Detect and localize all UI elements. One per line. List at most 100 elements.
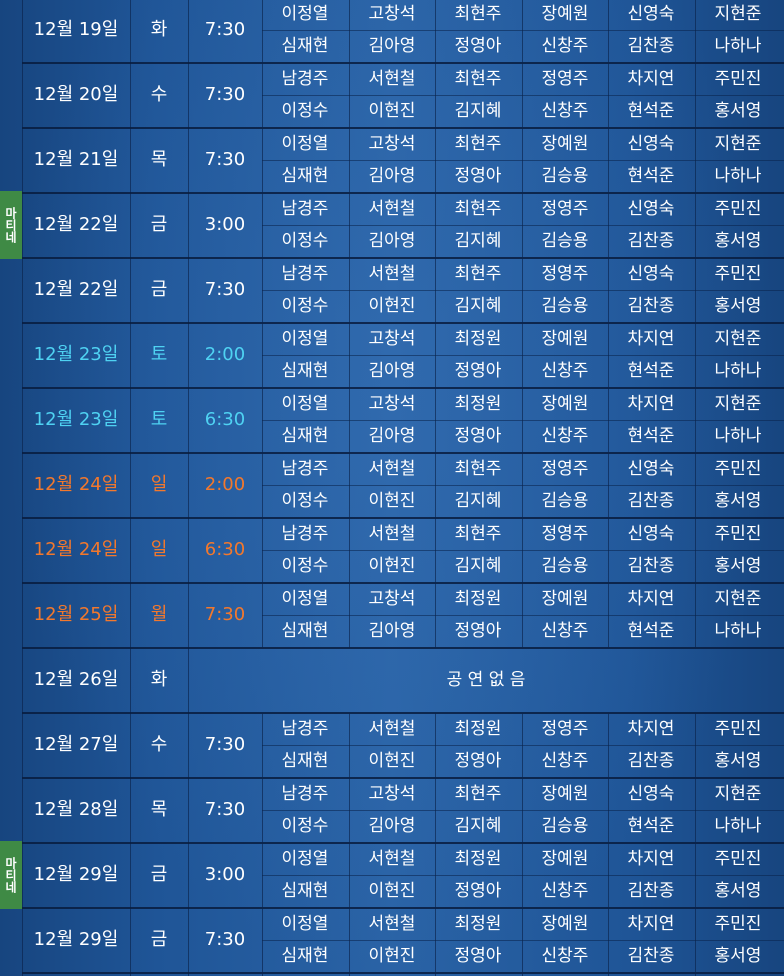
cast-name: 서현철: [368, 459, 416, 479]
cast-name: 서현철: [368, 524, 416, 544]
cast-column-divider: [262, 713, 263, 976]
performance-time: 7:30: [204, 149, 246, 170]
cast-name: 남경주: [281, 524, 329, 544]
matinee-badge: 마티네: [0, 841, 22, 909]
performance-weekday: 목: [150, 799, 168, 820]
cast-name: 김지혜: [454, 101, 502, 121]
cast-column-divider: [608, 713, 609, 976]
cast-name: 주민진: [714, 524, 762, 544]
performance-time: 7:30: [204, 929, 246, 950]
cast-name: 정영주: [541, 459, 589, 479]
performance-row-divider: [22, 452, 784, 454]
cast-name: 김승용: [541, 556, 589, 576]
cast-name: 신영숙: [627, 264, 675, 284]
performance-row-divider: [22, 62, 784, 64]
cast-name: 주민진: [714, 719, 762, 739]
cast-name: 주민진: [714, 264, 762, 284]
cast-name: 이정열: [281, 589, 329, 609]
cast-name: 최현주: [454, 4, 502, 24]
performance-row-divider: [22, 842, 784, 844]
performance-date: 12월 23일: [33, 409, 119, 430]
performance-date: 12월 22일: [33, 214, 119, 235]
cast-name: 차지연: [627, 589, 675, 609]
cast-name: 이정수: [281, 491, 329, 511]
cast-name: 심재현: [281, 946, 329, 966]
cast-name: 신창주: [541, 36, 589, 56]
cast-name: 정영아: [454, 36, 502, 56]
cast-name: 심재현: [281, 881, 329, 901]
cast-row-divider: [262, 160, 784, 161]
cast-name: 나하나: [714, 816, 762, 836]
performance-time: 7:30: [204, 604, 246, 625]
cast-name: 김아영: [368, 36, 416, 56]
cast-name: 정영주: [541, 69, 589, 89]
cast-name: 김승용: [541, 816, 589, 836]
cast-name: 최정원: [454, 914, 502, 934]
cast-name: 심재현: [281, 621, 329, 641]
performance-time: 3:00: [204, 864, 246, 885]
cast-name: 고창석: [368, 134, 416, 154]
cast-name: 고창석: [368, 394, 416, 414]
performance-weekday: 화: [150, 669, 168, 690]
cast-name: 최현주: [454, 524, 502, 544]
cast-name: 정영아: [454, 751, 502, 771]
cast-column-divider: [349, 0, 350, 648]
performance-weekday: 수: [150, 734, 168, 755]
cast-row-divider: [262, 550, 784, 551]
cast-name: 이정수: [281, 816, 329, 836]
cast-name: 심재현: [281, 751, 329, 771]
cast-name: 김승용: [541, 491, 589, 511]
performance-row-divider: [22, 127, 784, 129]
cast-name: 김지혜: [454, 231, 502, 251]
cast-row-divider: [262, 30, 784, 31]
cast-column-divider: [695, 713, 696, 976]
cast-name: 심재현: [281, 426, 329, 446]
matinee-badge: 마티네: [0, 191, 22, 259]
cast-name: 정영주: [541, 264, 589, 284]
cast-name: 나하나: [714, 166, 762, 186]
cast-name: 신창주: [541, 426, 589, 446]
cast-name: 나하나: [714, 426, 762, 446]
cast-name: 홍서영: [714, 751, 762, 771]
cast-name: 주민진: [714, 914, 762, 934]
cast-row-divider: [262, 95, 784, 96]
performance-row-divider: [22, 777, 784, 779]
cast-name: 주민진: [714, 69, 762, 89]
cast-row-divider: [262, 615, 784, 616]
cast-name: 이정열: [281, 4, 329, 24]
performance-date: 12월 25일: [33, 604, 119, 625]
performance-row-divider: [22, 322, 784, 324]
cast-name: 나하나: [714, 361, 762, 381]
performance-time: 2:00: [204, 344, 246, 365]
cast-name: 차지연: [627, 69, 675, 89]
cast-name: 신영숙: [627, 784, 675, 804]
cast-name: 신창주: [541, 946, 589, 966]
performance-date: 12월 21일: [33, 149, 119, 170]
cast-column-divider: [262, 0, 263, 648]
cast-name: 고창석: [368, 329, 416, 349]
cast-row-divider: [262, 290, 784, 291]
cast-name: 정영아: [454, 361, 502, 381]
cast-name: 이현진: [368, 101, 416, 121]
cast-name: 최정원: [454, 589, 502, 609]
performance-date: 12월 24일: [33, 539, 119, 560]
performance-time: 6:30: [204, 409, 246, 430]
column-divider: [130, 0, 131, 976]
cast-row-divider: [262, 875, 784, 876]
cast-name: 장예원: [541, 4, 589, 24]
cast-name: 이정열: [281, 849, 329, 869]
cast-name: 김찬종: [627, 556, 675, 576]
cast-name: 홍서영: [714, 491, 762, 511]
cast-name: 홍서영: [714, 231, 762, 251]
cast-name: 차지연: [627, 914, 675, 934]
cast-row-divider: [262, 420, 784, 421]
performance-row-divider: [22, 387, 784, 389]
performance-time: 7:30: [204, 734, 246, 755]
performance-weekday: 일: [150, 539, 168, 560]
cast-name: 신창주: [541, 751, 589, 771]
cast-name: 김승용: [541, 231, 589, 251]
cast-name: 이정수: [281, 296, 329, 316]
cast-name: 정영주: [541, 719, 589, 739]
cast-name: 장예원: [541, 394, 589, 414]
